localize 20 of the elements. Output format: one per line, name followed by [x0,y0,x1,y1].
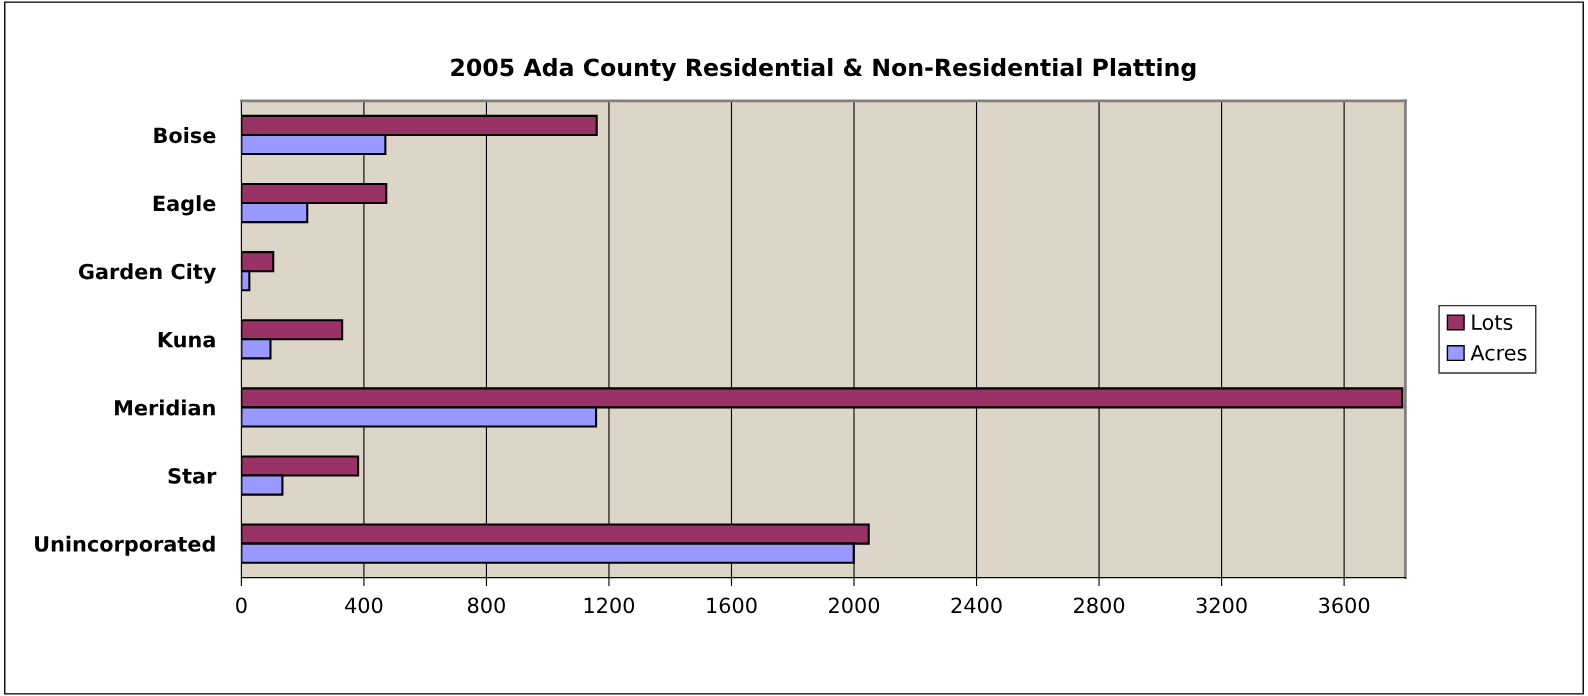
x-tick-label: 800 [467,597,505,614]
x-tick-label: 3600 [1319,597,1370,614]
x-tick-label: 1600 [707,597,757,614]
y-tick-label: Kuna [158,332,215,348]
legend-label: Lots [1472,314,1513,331]
x-tick-label: 0 [236,597,247,614]
x-tick-label: 1200 [584,597,635,614]
y-tick-label: Boise [154,127,216,144]
x-tick-label: 2800 [1074,597,1125,614]
x-tick-label: 400 [345,597,383,614]
y-tick-label: Star [168,467,217,484]
x-tick-label: 3200 [1196,597,1247,614]
legend-label: Acres [1470,345,1527,361]
y-tick-label: Meridian [115,399,215,416]
x-tick-label: 2400 [951,597,1002,614]
y-tick-label: Unincorporated [35,535,215,556]
chart-title: 2005 Ada County Residential & Non-Residential Platting [451,57,1196,82]
x-tick-label: 2000 [829,597,880,614]
y-tick-label: Garden City [78,263,216,284]
y-tick-label: Eagle [153,195,216,216]
